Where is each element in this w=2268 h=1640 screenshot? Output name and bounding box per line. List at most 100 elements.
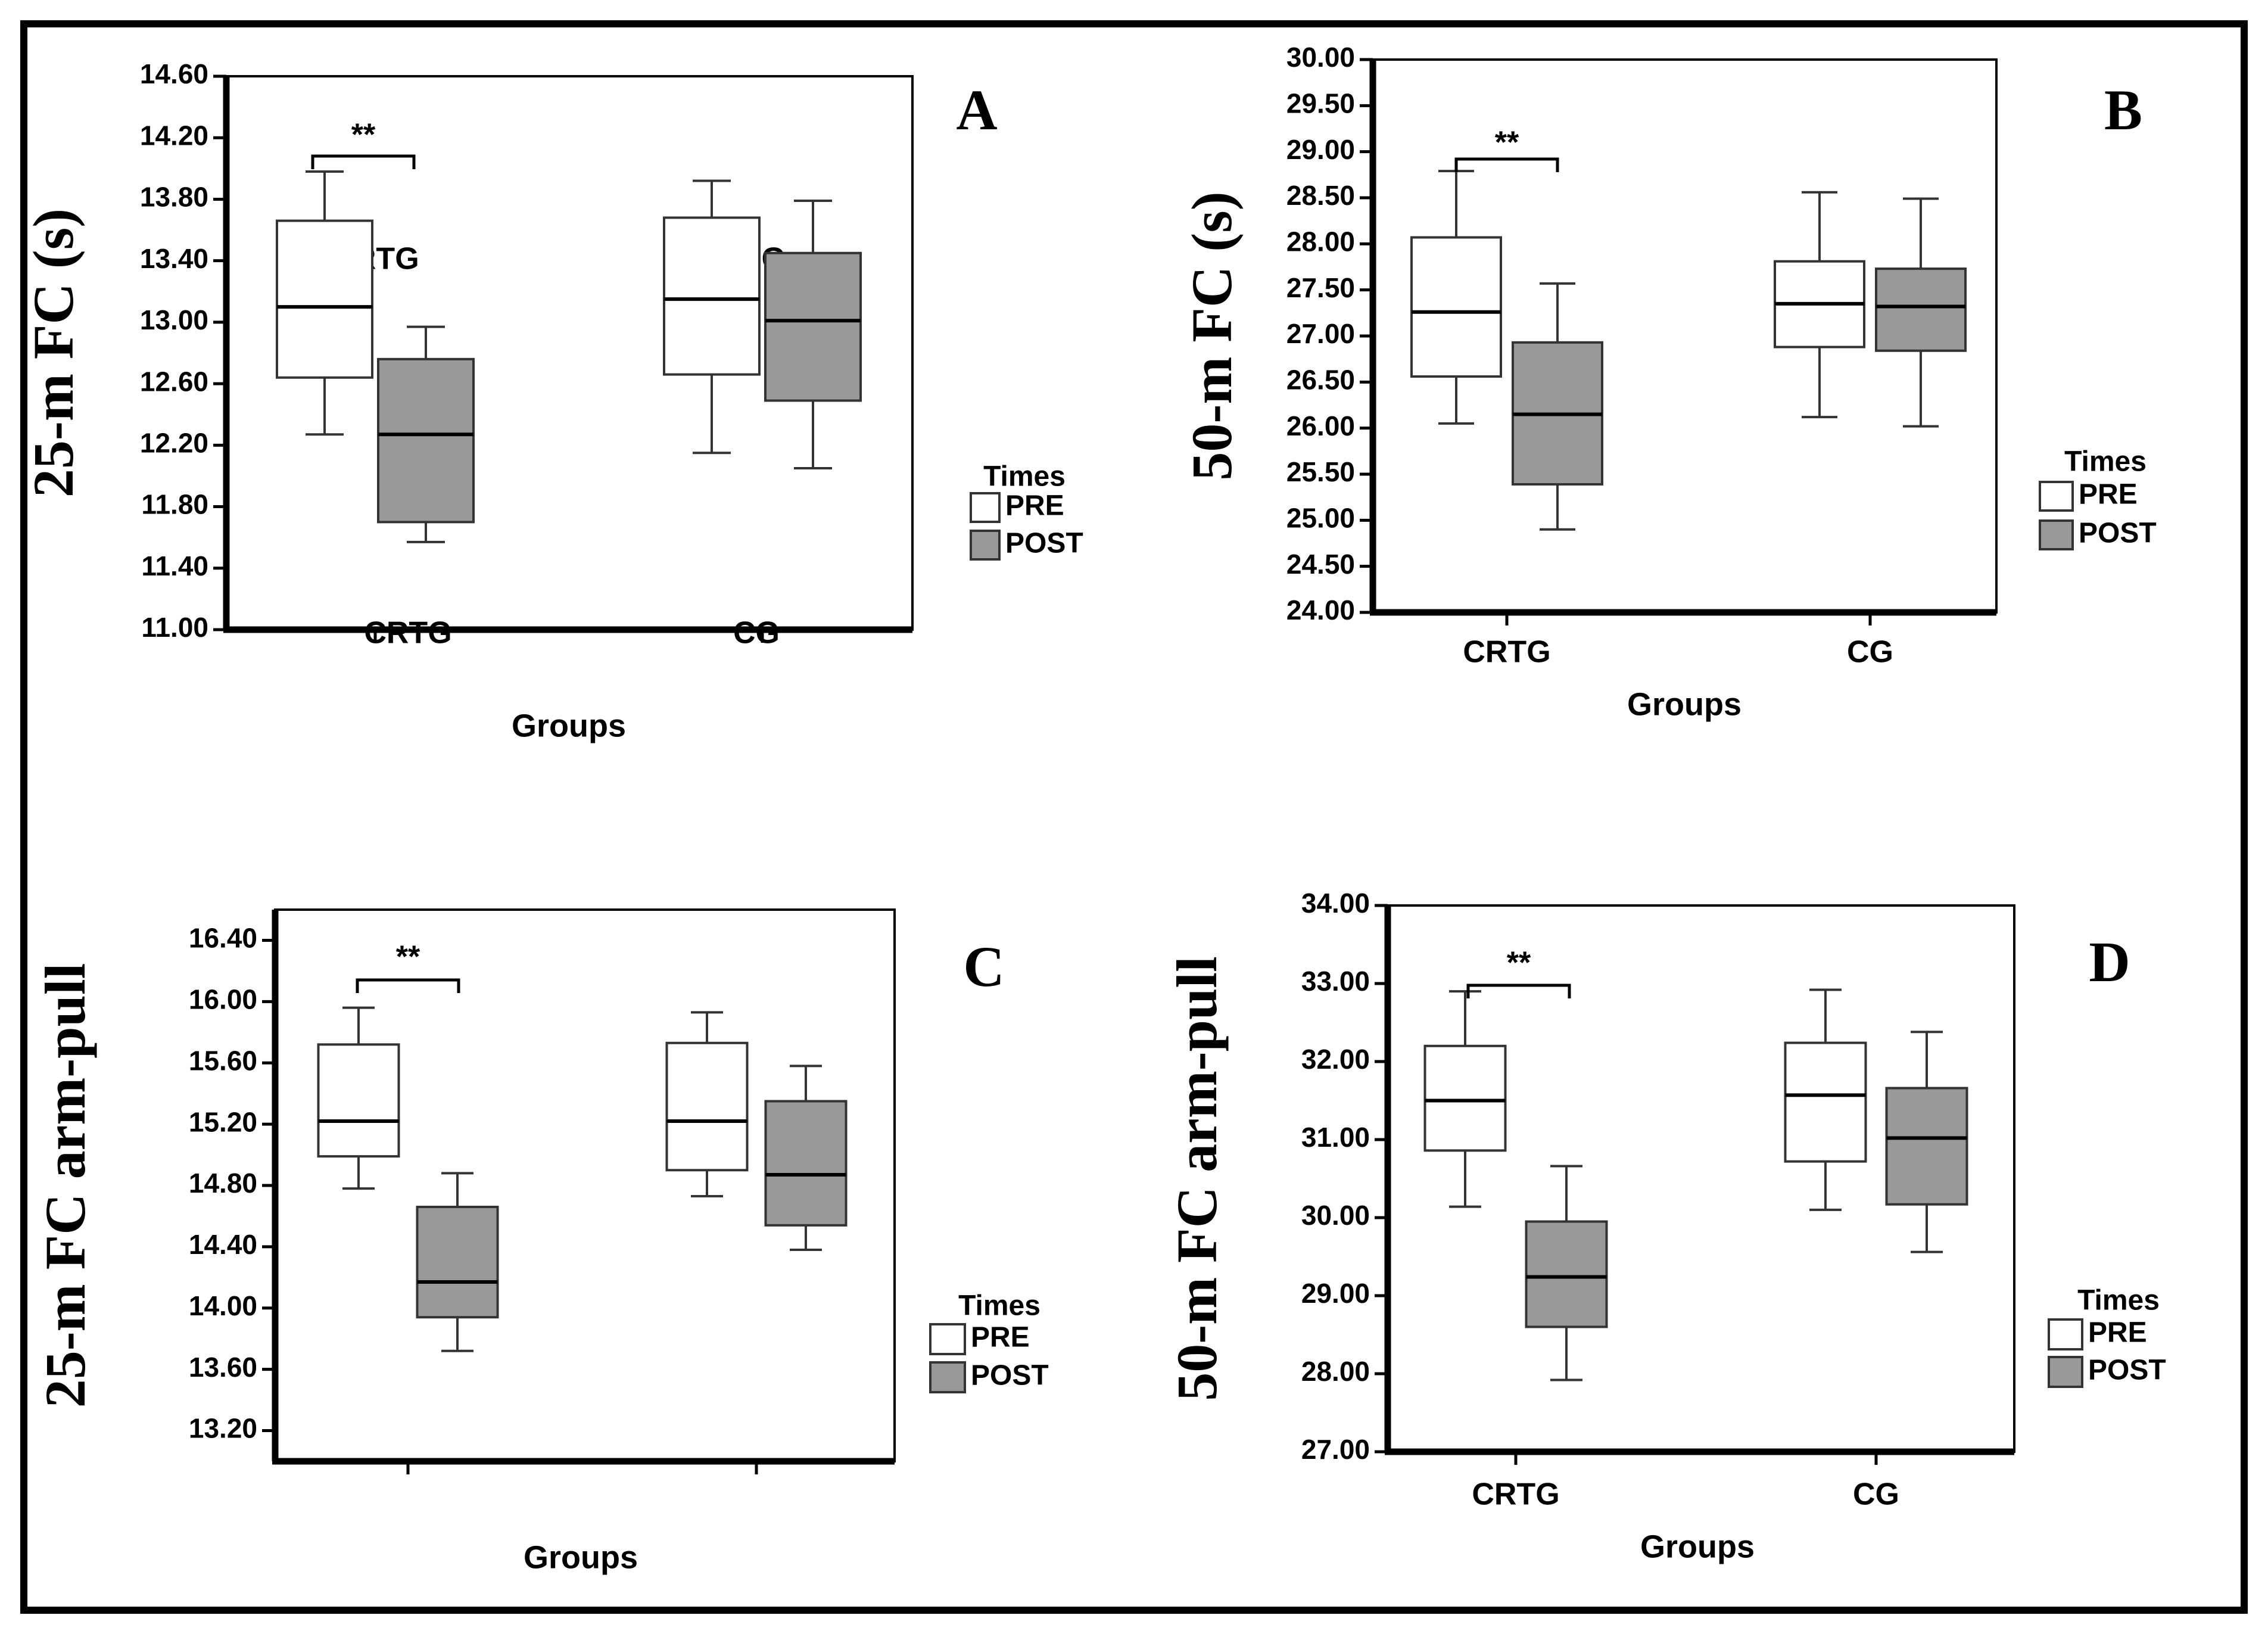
panel-c: 13.20 13.60 14.00 14.40 14.80 15.20 15.60 16.00…	[33, 616, 1049, 1576]
box-post-cg	[1875, 197, 1967, 428]
panels: 11.00 11.40 11.80 12.20 12.60 13.00 13.40 13.80…	[21, 42, 2166, 1575]
y-tick-label: 34.00	[1301, 888, 1370, 919]
significance-bracket	[1454, 157, 1559, 172]
x-tick-label: CG	[733, 616, 780, 651]
y-tick-label: 27.00	[1286, 318, 1355, 349]
box-post-cg	[764, 1065, 848, 1252]
significance-marker: **	[1507, 946, 1531, 981]
legend-title: Times	[983, 461, 1066, 493]
iqr-box	[1784, 1041, 1867, 1163]
y-tick-label: 27.00	[1301, 1434, 1370, 1465]
box-post-crtg	[416, 1172, 499, 1352]
box-pre-cg	[663, 179, 761, 455]
y-tick-label: 29.00	[1286, 134, 1355, 165]
x-axis-label: Groups	[512, 708, 626, 743]
y-tick-label: 27.50	[1286, 272, 1355, 303]
x-axis-label: Groups	[524, 1539, 638, 1575]
panel-b: 24.00 24.50 25.00 25.50 26.00 26.50 27.00 27.50…	[1180, 42, 2157, 722]
y-tick-label: 16.40	[189, 923, 257, 954]
panel-letter: C	[963, 935, 1004, 998]
box-pre-crtg	[276, 170, 373, 436]
y-axis-label: 50-m FC arm-pull	[1165, 956, 1229, 1401]
x-tick-label: CRTG	[364, 616, 451, 651]
significance-marker: **	[1495, 126, 1519, 160]
y-tick-label: 14.20	[140, 120, 208, 151]
box-pre-crtg	[317, 1006, 400, 1190]
legend-label: PRE	[1005, 490, 1064, 522]
legend-swatch	[2039, 519, 2074, 550]
legend-swatch	[2048, 1318, 2083, 1350]
iqr-box	[1885, 1087, 1968, 1206]
box-post-crtg	[377, 325, 475, 543]
y-tick-label: 13.60	[189, 1352, 257, 1383]
legend-title: Times	[958, 1290, 1040, 1322]
y-tick-label: 11.80	[141, 489, 208, 520]
legend-swatch	[970, 492, 1001, 523]
y-tick-label: 12.20	[140, 427, 208, 458]
y-tick-label: 24.00	[1286, 595, 1355, 625]
box-pre-cg	[1774, 191, 1865, 419]
iqr-box	[1875, 267, 1967, 352]
y-tick-label: 29.50	[1286, 88, 1355, 119]
y-tick-label: 13.00	[140, 304, 208, 335]
iqr-box	[276, 219, 373, 379]
iqr-box	[317, 1043, 400, 1158]
y-tick-label: 30.00	[1301, 1200, 1370, 1231]
y-tick-label: 15.20	[189, 1106, 257, 1137]
y-tick-label: 33.00	[1301, 966, 1370, 997]
panel-letter: A	[956, 78, 997, 142]
box-pre-cg	[1784, 988, 1867, 1211]
y-tick-label: 12.60	[140, 366, 208, 397]
legend-swatch	[929, 1361, 966, 1393]
y-tick-label: 14.80	[189, 1168, 257, 1199]
iqr-box	[1525, 1220, 1608, 1328]
y-tick-label: 26.50	[1286, 364, 1355, 395]
iqr-box	[764, 1100, 848, 1227]
x-axis-label: Groups	[1627, 686, 1742, 722]
y-axis-label: 25-m FC (s)	[21, 208, 85, 497]
significance-marker: **	[396, 940, 420, 975]
legend-label: PRE	[2088, 1317, 2147, 1349]
x-tick-label: CRTG	[1463, 635, 1550, 670]
legend-label: PRE	[2079, 479, 2138, 511]
y-tick-label: 14.60	[140, 58, 208, 89]
iqr-box	[665, 1041, 749, 1172]
legend-swatch	[2048, 1356, 2083, 1388]
panel-a: 11.00 11.40 11.80 12.20 12.60 13.00 13.40 13.80…	[21, 58, 1083, 743]
legend-label: POST	[1005, 528, 1083, 559]
iqr-box	[764, 251, 862, 402]
legend-title: Times	[2077, 1285, 2160, 1317]
y-tick-label: 25.50	[1286, 456, 1355, 487]
y-tick-label: 13.20	[189, 1413, 257, 1444]
legend-swatch	[2039, 481, 2074, 512]
y-tick-label: 14.40	[189, 1229, 257, 1260]
y-tick-label: 28.00	[1286, 226, 1355, 257]
legend-label: POST	[2088, 1355, 2166, 1386]
significance-bracket	[311, 154, 416, 169]
y-tick-label: 11.40	[141, 550, 208, 581]
iqr-box	[377, 357, 475, 524]
panel-d: 27.00 28.00 29.00 30.00 31.00 32.00 33.00 34.00…	[1165, 888, 2166, 1564]
y-tick-label: 13.80	[140, 182, 208, 213]
box-post-crtg	[1512, 282, 1603, 531]
y-tick-label: 26.00	[1286, 410, 1355, 441]
y-tick-label: 24.50	[1286, 549, 1355, 580]
legend-title: Times	[2064, 446, 2146, 478]
legend-label: PRE	[971, 1322, 1030, 1353]
iqr-box	[416, 1206, 499, 1319]
legend-swatch	[929, 1323, 966, 1355]
y-axis-label: 25-m FC arm-pull	[33, 963, 97, 1408]
legend-label: POST	[2079, 518, 2157, 549]
x-tick-label: CRTG	[1472, 1477, 1559, 1512]
box-post-cg	[1885, 1031, 1968, 1253]
y-tick-label: 11.00	[141, 612, 208, 643]
x-axis-label: Groups	[1640, 1529, 1755, 1564]
box-post-crtg	[1525, 1165, 1608, 1381]
panel-letter: D	[2089, 930, 2130, 994]
y-tick-label: 13.40	[140, 243, 208, 274]
